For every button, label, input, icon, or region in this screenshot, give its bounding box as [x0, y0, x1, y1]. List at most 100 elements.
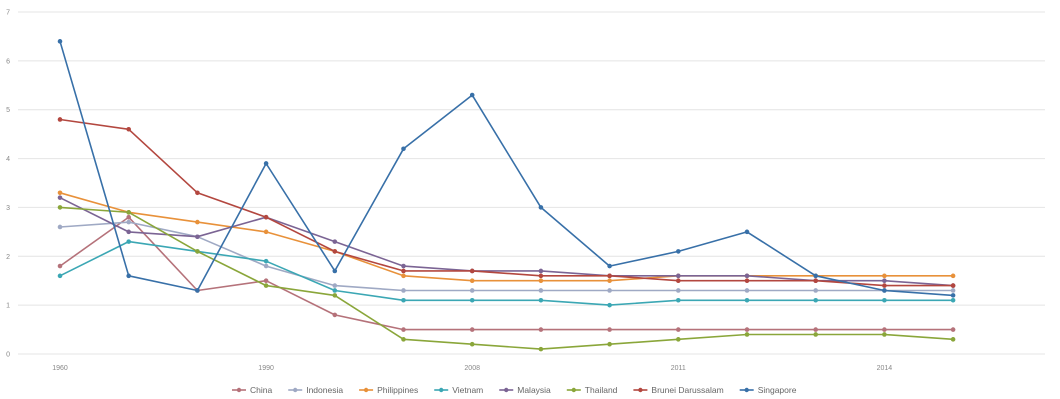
data-point[interactable] [195, 234, 200, 240]
data-point[interactable] [401, 146, 406, 152]
data-point[interactable] [676, 327, 681, 332]
data-point[interactable] [126, 239, 131, 244]
legend-item[interactable]: Thailand [566, 385, 618, 395]
data-point[interactable] [332, 239, 338, 244]
data-point[interactable] [676, 249, 681, 254]
data-point[interactable] [676, 273, 681, 279]
data-point[interactable] [332, 312, 338, 318]
data-point[interactable] [332, 268, 338, 274]
data-point[interactable] [126, 219, 131, 225]
data-point[interactable] [676, 278, 681, 284]
data-point[interactable] [813, 278, 818, 284]
data-point[interactable] [813, 297, 818, 303]
data-point[interactable] [538, 327, 544, 332]
data-point[interactable] [126, 229, 131, 235]
data-point[interactable] [607, 278, 612, 284]
data-point[interactable] [744, 327, 750, 332]
data-point[interactable] [195, 190, 200, 196]
data-point[interactable] [263, 229, 269, 235]
data-point[interactable] [332, 293, 338, 298]
data-point[interactable] [882, 283, 887, 288]
data-point[interactable] [401, 273, 406, 279]
data-point[interactable] [950, 273, 956, 279]
data-point[interactable] [744, 278, 750, 284]
data-point[interactable] [469, 297, 475, 303]
data-point[interactable] [538, 205, 544, 210]
data-point[interactable] [469, 341, 475, 347]
data-point[interactable] [332, 288, 338, 293]
data-point[interactable] [401, 268, 406, 274]
data-point[interactable] [538, 268, 544, 274]
data-point[interactable] [607, 341, 612, 347]
data-point[interactable] [538, 273, 544, 279]
legend-item[interactable]: Indonesia [288, 385, 343, 395]
data-point[interactable] [126, 214, 131, 220]
data-point[interactable] [607, 273, 612, 279]
data-point[interactable] [744, 273, 750, 279]
data-point[interactable] [813, 327, 818, 332]
data-point[interactable] [469, 92, 475, 98]
data-point[interactable] [882, 278, 887, 284]
data-point[interactable] [813, 273, 818, 279]
data-point[interactable] [57, 263, 63, 269]
data-point[interactable] [401, 337, 406, 342]
data-point[interactable] [126, 273, 131, 279]
data-point[interactable] [813, 288, 818, 293]
data-point[interactable] [263, 283, 269, 288]
data-point[interactable] [57, 39, 63, 44]
data-point[interactable] [469, 278, 475, 284]
data-point[interactable] [882, 327, 887, 332]
data-point[interactable] [607, 263, 612, 269]
legend-item[interactable]: Malaysia [499, 385, 551, 395]
data-point[interactable] [57, 224, 63, 230]
data-point[interactable] [401, 263, 406, 269]
data-point[interactable] [676, 288, 681, 293]
data-point[interactable] [538, 346, 544, 352]
data-point[interactable] [263, 258, 269, 264]
data-point[interactable] [195, 249, 200, 254]
data-point[interactable] [538, 288, 544, 293]
legend-item[interactable]: Philippines [359, 385, 418, 395]
data-point[interactable] [607, 288, 612, 293]
data-point[interactable] [607, 302, 612, 308]
data-point[interactable] [950, 327, 956, 332]
legend-item[interactable]: Vietnam [434, 385, 483, 395]
data-point[interactable] [195, 288, 200, 293]
data-point[interactable] [401, 288, 406, 293]
data-point[interactable] [401, 297, 406, 303]
data-point[interactable] [469, 288, 475, 293]
data-point[interactable] [57, 190, 63, 196]
data-point[interactable] [882, 288, 887, 293]
data-point[interactable] [57, 273, 63, 279]
legend-item[interactable]: China [232, 385, 272, 395]
data-point[interactable] [882, 332, 887, 337]
data-point[interactable] [263, 278, 269, 284]
data-point[interactable] [332, 283, 338, 288]
data-point[interactable] [538, 278, 544, 284]
data-point[interactable] [57, 195, 63, 200]
legend-item[interactable]: Brunei Darussalam [633, 385, 724, 395]
data-point[interactable] [126, 210, 131, 215]
data-point[interactable] [57, 117, 63, 122]
data-point[interactable] [676, 337, 681, 342]
data-point[interactable] [882, 297, 887, 303]
data-point[interactable] [744, 229, 750, 235]
data-point[interactable] [744, 288, 750, 293]
data-point[interactable] [882, 273, 887, 279]
data-point[interactable] [263, 161, 269, 166]
data-point[interactable] [950, 288, 956, 293]
data-point[interactable] [126, 126, 131, 132]
data-point[interactable] [57, 205, 63, 210]
data-point[interactable] [744, 332, 750, 337]
data-point[interactable] [469, 327, 475, 332]
data-point[interactable] [607, 327, 612, 332]
data-point[interactable] [332, 249, 338, 254]
data-point[interactable] [813, 332, 818, 337]
legend-item[interactable]: Singapore [739, 385, 797, 395]
data-point[interactable] [744, 297, 750, 303]
data-point[interactable] [950, 293, 956, 298]
data-point[interactable] [676, 297, 681, 303]
data-point[interactable] [401, 327, 406, 332]
data-point[interactable] [263, 214, 269, 220]
data-point[interactable] [950, 283, 956, 288]
